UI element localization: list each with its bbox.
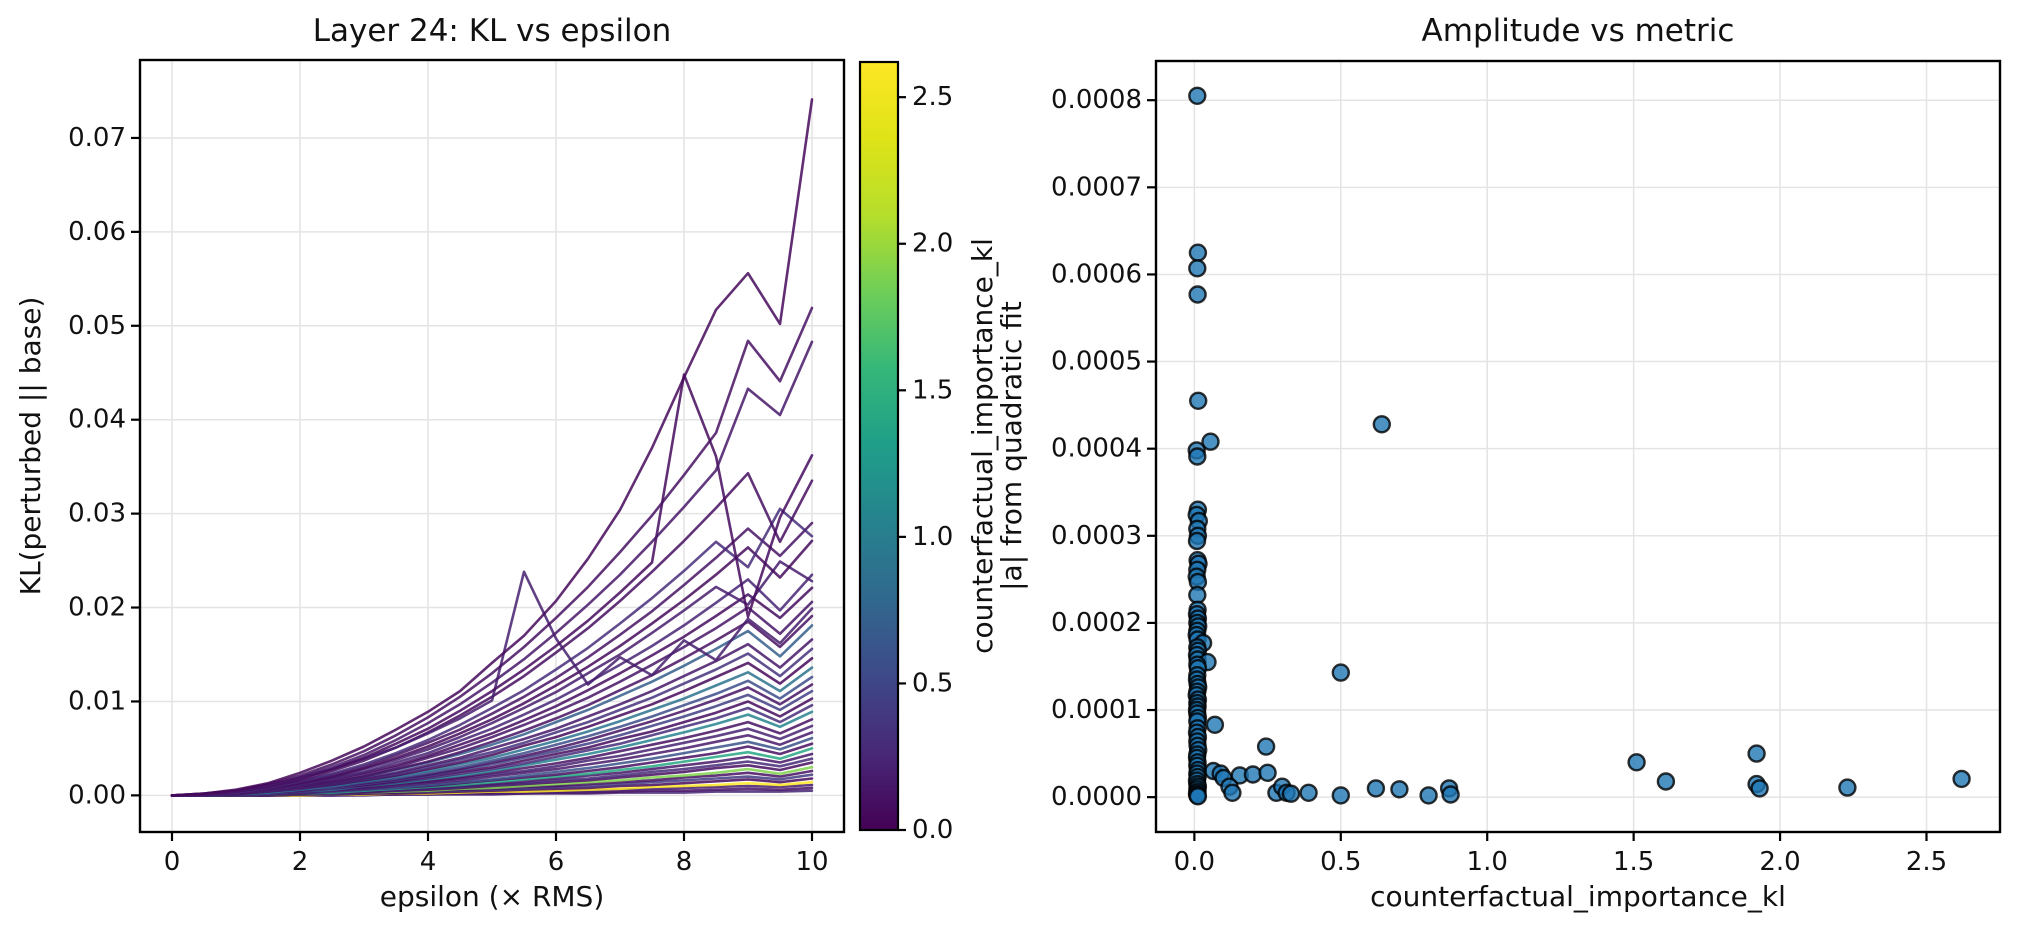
colorbar: 0.0 0.5 1.0 1.5 2.0 2.5 counterfactual_import…	[858, 60, 1028, 845]
scatter-point	[1188, 585, 1207, 605]
scatter-point	[1188, 391, 1208, 410]
colorbar-frame	[858, 60, 900, 832]
line-series	[170, 306, 814, 797]
colorbar-tick-label: 0.5	[912, 668, 953, 698]
colorbar-label-line2: |a| from quadratic fit	[995, 301, 1028, 591]
scatter-point	[1188, 285, 1207, 304]
right-plot-frame	[1154, 59, 2002, 834]
scatter-point	[1366, 779, 1386, 798]
colorbar-tick-label: 1.0	[912, 522, 953, 552]
x-tick-label: 0	[164, 847, 181, 877]
left-plot-title: Layer 24: KL vs epsilon	[313, 13, 672, 49]
colorbar-tick-label: 2.5	[912, 82, 953, 112]
left-plot-ylabel: KL(perturbed || base)	[14, 297, 47, 596]
right-plot-ticks: 0.0 0.5 1.0 1.5 2.0 2.5 0.0000 0.0001 0.0002 0.00…	[1051, 85, 1947, 877]
scatter-point	[1441, 785, 1460, 804]
scatter-point	[1188, 243, 1208, 262]
x-tick-label: 6	[548, 847, 565, 877]
y-tick-label: 0.06	[68, 217, 126, 247]
x-tick-label: 1.0	[1467, 847, 1508, 877]
scatter-point	[1256, 737, 1276, 756]
scatter-point	[1952, 769, 1971, 789]
colorbar-tick-label: 2.0	[912, 229, 953, 259]
left-plot: 0 2 4 6 8 100.000.010.020.030.040.050.060.07 …	[14, 13, 846, 913]
y-tick-label: 0.02	[68, 593, 126, 623]
scatter-point	[1187, 531, 1207, 551]
x-tick-label: 2.5	[1906, 847, 1947, 877]
scatter-point	[1656, 772, 1676, 791]
colorbar-gradient	[860, 62, 898, 830]
x-tick-label: 2	[292, 847, 309, 877]
right-plot-background	[1156, 61, 2000, 832]
scatter-point	[1188, 86, 1207, 106]
right-plot-grid	[1156, 61, 2000, 832]
colorbar-label-line1: counterfactual_importance_kl	[966, 238, 999, 654]
y-tick-label: 0.0001	[1051, 695, 1142, 725]
scatter-point	[1188, 259, 1207, 278]
colorbar-tick-label: 0.0	[912, 815, 953, 845]
y-tick-label: 0.0005	[1051, 347, 1142, 377]
left-plot-line-series	[170, 98, 814, 797]
right-plot-scatter-points	[1187, 86, 1971, 806]
scatter-point	[1747, 744, 1766, 763]
scatter-point	[1223, 783, 1242, 802]
x-tick-label: 4	[420, 847, 437, 877]
colorbar-ticks: 0.0 0.5 1.0 1.5 2.0 2.5	[898, 82, 953, 845]
y-tick-label: 0.01	[68, 686, 126, 716]
scatter-point	[1258, 763, 1277, 782]
scatter-point	[1299, 783, 1318, 802]
scatter-point	[1390, 780, 1409, 799]
scatter-point	[1201, 432, 1220, 451]
colorbar-tick-label: 1.5	[912, 375, 953, 405]
scatter-point	[1205, 715, 1225, 734]
y-tick-label: 0.0000	[1051, 782, 1142, 812]
right-plot: 0.0 0.5 1.0 1.5 2.0 2.5 0.0000 0.0001 0.0002 0.00…	[1051, 13, 2002, 913]
scatter-point	[1331, 786, 1351, 805]
x-tick-label: 0.0	[1174, 847, 1215, 877]
x-tick-label: 1.5	[1613, 847, 1654, 877]
y-tick-label: 0.0004	[1051, 434, 1142, 464]
scatter-point	[1838, 778, 1857, 797]
right-plot-title: Amplitude vs metric	[1422, 13, 1735, 49]
left-plot-xlabel: epsilon (× RMS)	[380, 880, 605, 913]
scatter-point	[1188, 447, 1207, 466]
scatter-point	[1419, 786, 1438, 805]
scatter-point	[1243, 765, 1263, 784]
y-tick-label: 0.03	[68, 499, 126, 529]
line-series	[170, 340, 814, 797]
scatter-point	[1281, 784, 1301, 803]
scatter-point	[1331, 663, 1351, 682]
scatter-point	[1750, 779, 1769, 798]
scatter-point	[1372, 415, 1392, 434]
x-tick-label: 2.0	[1759, 847, 1800, 877]
left-plot-ticks: 0 2 4 6 8 10 0.00 0.01 0.02 0.03 0.04 0.05 0.06 0.07	[68, 123, 828, 877]
y-tick-label: 0.0006	[1051, 259, 1142, 289]
y-tick-label: 0.00	[68, 780, 126, 810]
y-tick-label: 0.04	[68, 405, 126, 435]
y-tick-label: 0.05	[68, 311, 126, 341]
scatter-point	[1188, 787, 1208, 806]
left-plot-frame	[138, 58, 846, 834]
y-tick-label: 0.0008	[1051, 85, 1142, 115]
line-series	[170, 98, 814, 797]
right-plot-xlabel: counterfactual_importance_kl	[1370, 880, 1786, 913]
scatter-point	[1627, 753, 1646, 772]
y-tick-label: 0.07	[68, 123, 126, 153]
x-tick-label: 10	[795, 847, 828, 877]
y-tick-label: 0.0002	[1051, 608, 1142, 638]
x-tick-label: 8	[676, 847, 693, 877]
y-tick-label: 0.0007	[1051, 172, 1142, 202]
x-tick-label: 0.5	[1320, 847, 1361, 877]
y-tick-label: 0.0003	[1051, 521, 1142, 551]
